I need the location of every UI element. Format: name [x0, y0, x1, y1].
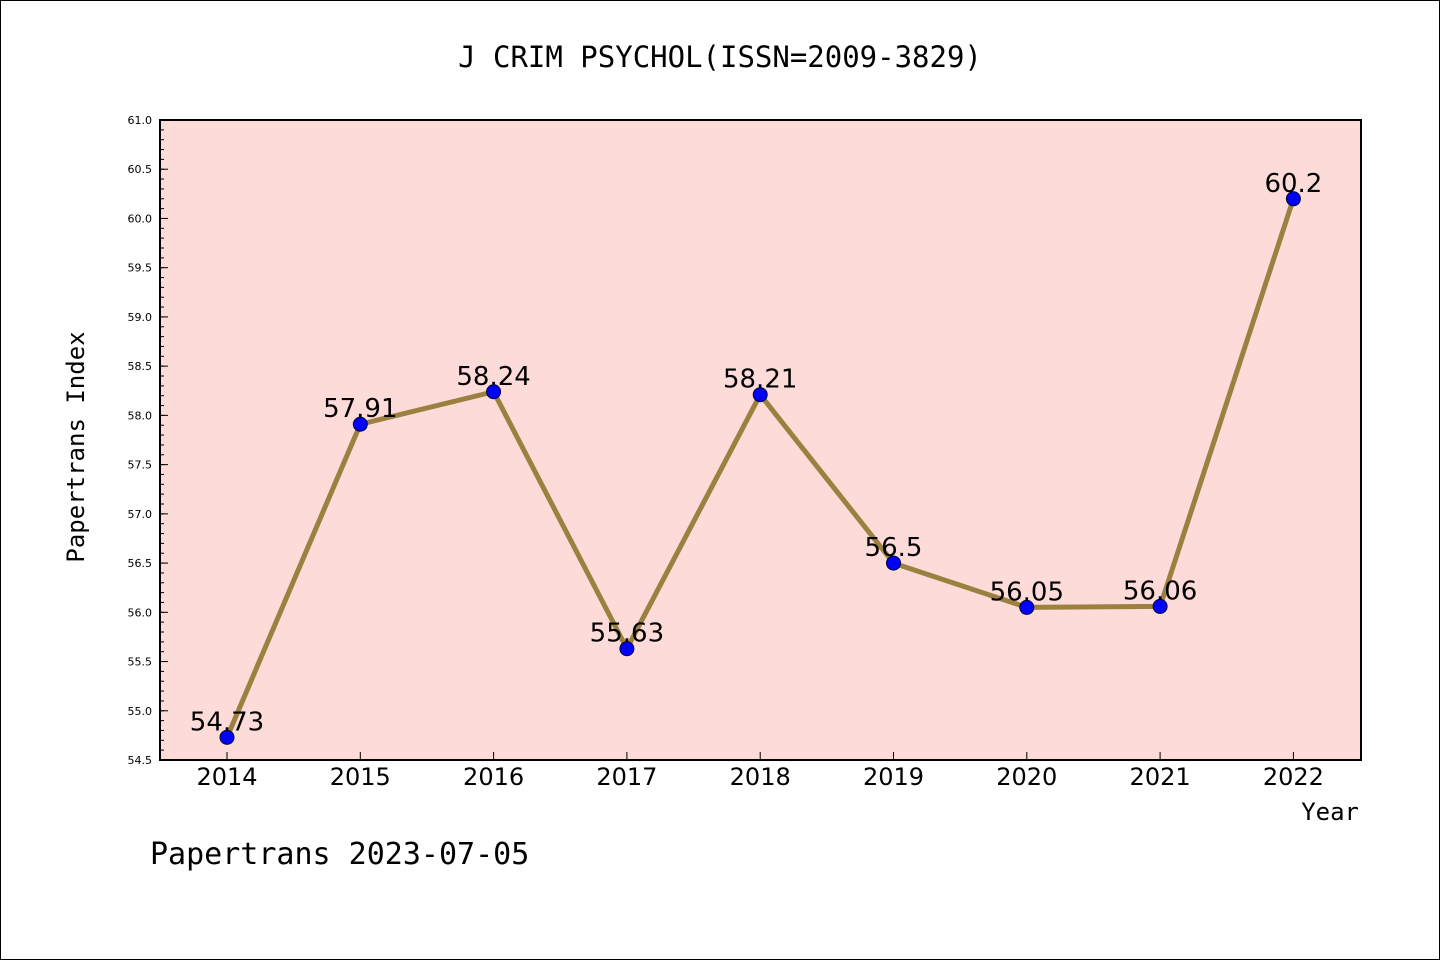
data-label-group: 54.73 57.91 58.24 55.63 58.21 56.5 56.05 56.06 6… — [190, 169, 1323, 738]
y-tick-label: 55.5 — [128, 656, 153, 669]
x-tick-label: 2018 — [730, 763, 791, 791]
x-axis-title: Year — [1301, 798, 1359, 826]
data-label: 57.91 — [323, 394, 397, 424]
y-tick-label: 61.0 — [128, 114, 153, 127]
data-point-marker — [752, 387, 768, 403]
data-label: 58.21 — [723, 365, 797, 395]
y-tick-label: 58.0 — [128, 409, 153, 422]
y-tick-label: 54.5 — [128, 754, 153, 767]
y-tick-label: 57.0 — [128, 508, 153, 521]
data-point-marker — [886, 555, 901, 571]
y-tick-label: 59.5 — [128, 262, 153, 275]
y-tick-label: 59.0 — [128, 311, 153, 324]
data-point-marker — [1152, 598, 1168, 614]
y-tick-label: 57.5 — [128, 459, 153, 472]
plot-area — [159, 119, 1362, 761]
y-tick-label: 56.5 — [128, 557, 153, 570]
y-tick-label: 58.5 — [128, 360, 153, 373]
x-tick-label: 2020 — [996, 763, 1057, 791]
footer-date: Papertrans 2023-07-05 — [150, 837, 529, 872]
y-tick-label: 60.5 — [128, 163, 153, 176]
y-tick-label: 60.0 — [128, 212, 153, 225]
data-point-marker — [619, 641, 635, 657]
chart-title: J CRIM PSYCHOL(ISSN=2009-3829) — [458, 40, 982, 74]
marker-group — [219, 191, 1301, 745]
data-label: 60.2 — [1264, 169, 1322, 199]
data-label: 58.24 — [456, 362, 530, 392]
data-label: 56.06 — [1123, 576, 1197, 606]
x-tick-label: 2021 — [1130, 763, 1191, 791]
data-point-marker — [219, 729, 235, 745]
x-axis: 2014 2015 2016 2017 2018 2019 2020 2021 2022 — [196, 752, 1324, 791]
x-tick-label: 2022 — [1263, 763, 1324, 791]
data-point-marker — [1019, 599, 1035, 615]
x-tick-label: 2019 — [863, 763, 924, 791]
y-tick-label: 55.0 — [128, 705, 153, 718]
data-label: 56.5 — [865, 533, 923, 563]
x-tick-label: 2015 — [330, 763, 391, 791]
data-label: 56.05 — [990, 577, 1064, 607]
y-tick-label: 56.0 — [128, 606, 153, 619]
y-axis-title: Papertrans Index — [62, 331, 90, 562]
x-tick-label: 2014 — [196, 763, 257, 791]
y-axis: 54.5 55.0 55.5 56.0 56.5 57.0 57.5 58.0 58.5 59.0… — [128, 114, 168, 767]
x-tick-label: 2016 — [463, 763, 524, 791]
x-tick-label: 2017 — [596, 763, 657, 791]
data-point-marker — [486, 384, 502, 400]
data-point-marker — [352, 416, 368, 432]
data-point-marker — [1285, 191, 1301, 207]
data-label: 55.63 — [590, 619, 664, 649]
data-label: 54.73 — [190, 707, 264, 737]
